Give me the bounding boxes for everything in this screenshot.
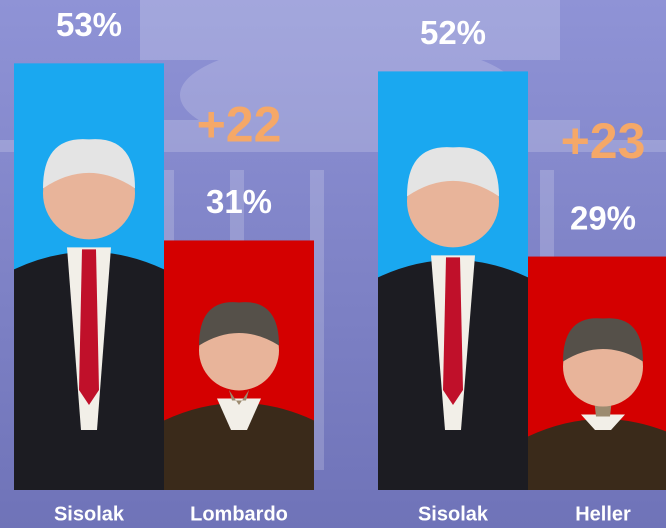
portrait-suit <box>164 402 314 490</box>
portrait-tie <box>79 249 99 405</box>
portrait-suit <box>528 419 666 490</box>
category-label: Lombardo <box>190 503 288 525</box>
portrait-hair <box>407 147 499 197</box>
category-label: Heller <box>575 503 631 525</box>
value-label: 29% <box>570 199 636 236</box>
portrait-tie <box>229 390 249 405</box>
portrait-tie <box>443 257 463 405</box>
portrait-tie <box>593 390 613 417</box>
value-label: 52% <box>420 14 486 51</box>
margin-annotation: +22 <box>197 97 282 153</box>
category-label: Sisolak <box>54 503 125 525</box>
portrait-hair <box>563 318 643 362</box>
portrait-shirt <box>217 398 261 430</box>
margin-annotation: +23 <box>561 113 646 169</box>
category-label: Sisolak <box>418 503 489 525</box>
portrait-hair <box>43 139 135 189</box>
portrait-shirt <box>581 414 625 430</box>
portrait-hair <box>199 302 279 346</box>
value-label: 53% <box>56 6 122 43</box>
value-label: 31% <box>206 183 272 220</box>
